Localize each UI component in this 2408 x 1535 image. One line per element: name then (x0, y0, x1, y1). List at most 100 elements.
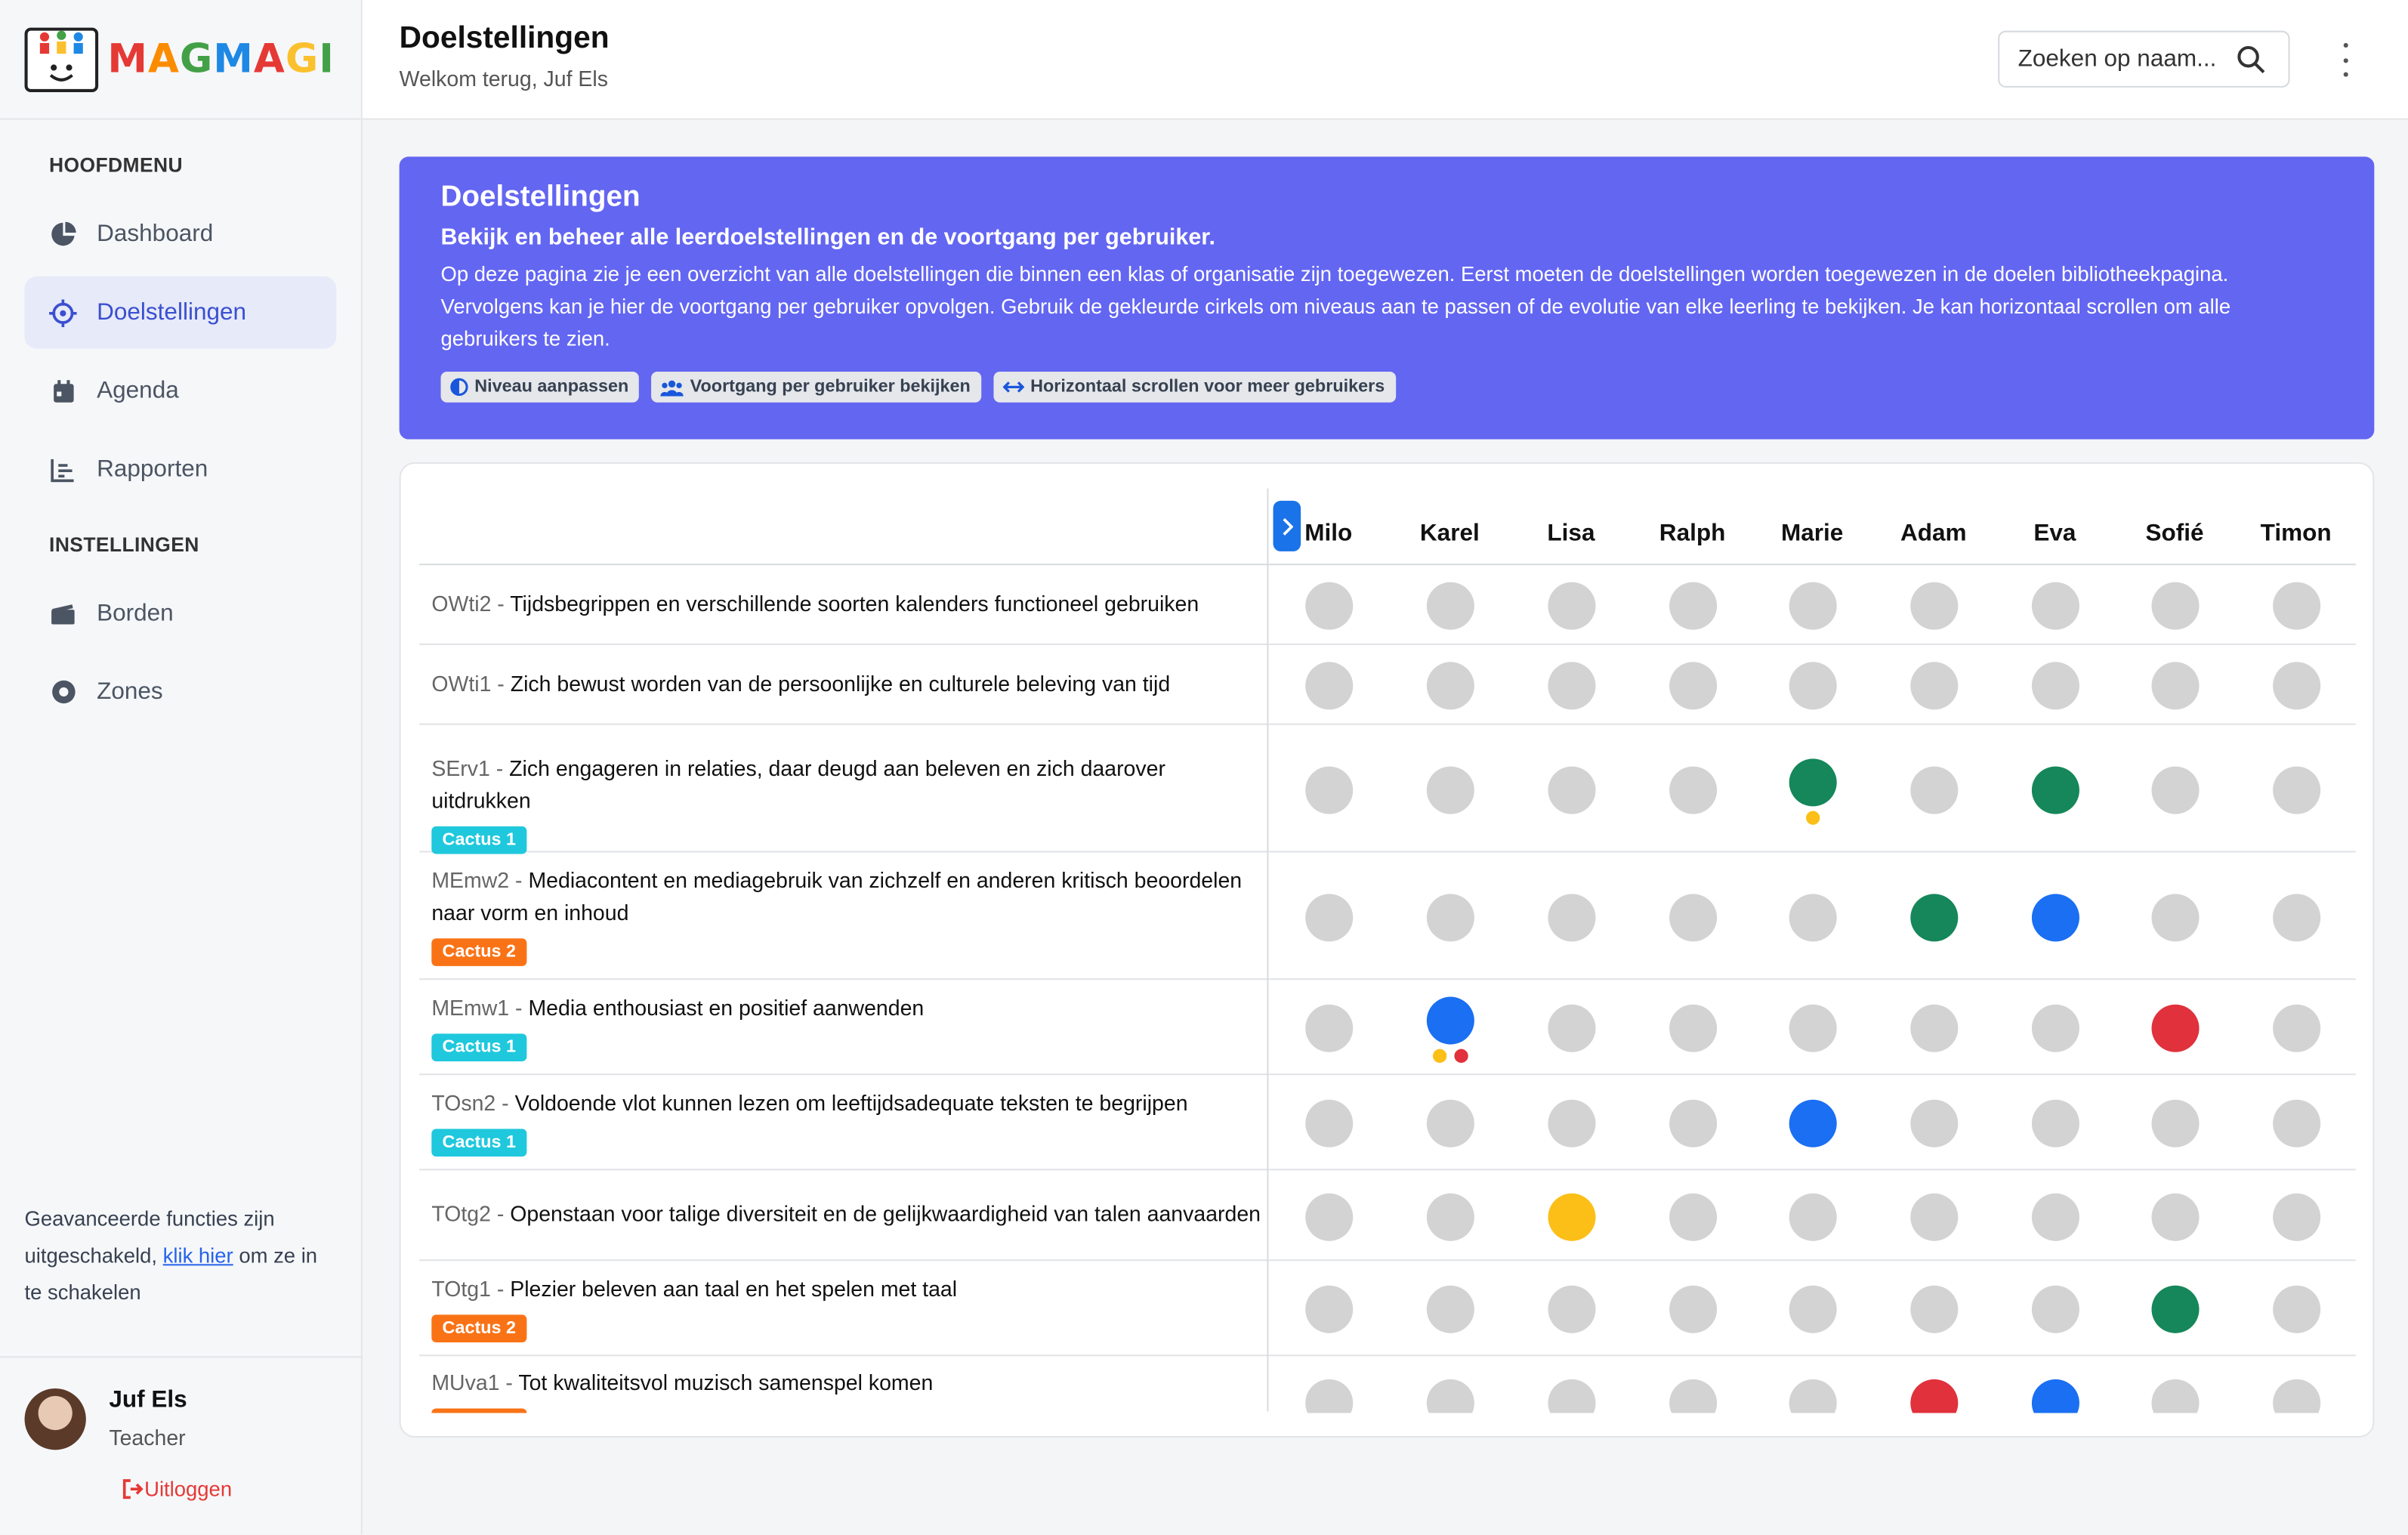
level-circle[interactable] (1788, 893, 1836, 941)
user-column-header[interactable]: Eva (2033, 520, 2076, 547)
level-circle[interactable] (1669, 765, 1717, 814)
level-circle[interactable] (2272, 1098, 2320, 1147)
goal-description[interactable]: MEmw2 - Mediacontent en mediagebruik van… (431, 865, 1261, 966)
level-circle[interactable] (1547, 765, 1595, 814)
level-circle[interactable] (1788, 1284, 1836, 1333)
user-column-header[interactable]: Ralph (1659, 520, 1726, 547)
user-column-header[interactable]: Sofié (2145, 520, 2204, 547)
level-circle[interactable] (1547, 1378, 1595, 1413)
level-circle[interactable] (2030, 1378, 2079, 1413)
goal-description[interactable]: TOsn2 - Voldoende vlot kunnen lezen om l… (431, 1088, 1261, 1157)
level-circle[interactable] (2150, 893, 2199, 941)
level-circle[interactable] (2150, 765, 2199, 814)
goal-description[interactable]: OWti2 - Tijdsbegrippen en verschillende … (431, 588, 1261, 621)
level-circle[interactable] (2272, 1378, 2320, 1413)
avatar[interactable] (24, 1388, 86, 1450)
user-column-header[interactable]: Timon (2260, 520, 2332, 547)
level-circle[interactable] (1909, 1098, 1958, 1147)
level-circle[interactable] (2150, 661, 2199, 709)
user-column-header[interactable]: Lisa (1547, 520, 1595, 547)
level-circle[interactable] (1669, 1192, 1717, 1240)
level-circle[interactable] (1788, 1098, 1836, 1147)
user-column-header[interactable]: Milo (1304, 520, 1353, 547)
level-circle[interactable] (1669, 1003, 1717, 1052)
goal-description[interactable]: MUva1 - Tot kwaliteitsvol muzisch samens… (431, 1367, 1261, 1413)
sidebar-item-zones[interactable]: Zones (25, 656, 337, 728)
level-circle[interactable] (2030, 765, 2079, 814)
level-circle[interactable] (1788, 1192, 1836, 1240)
level-circle[interactable] (1788, 1003, 1836, 1052)
level-circle[interactable] (2030, 581, 2079, 629)
sidebar-item-rapporten[interactable]: Rapporten (25, 433, 337, 505)
level-circle[interactable] (2030, 1192, 2079, 1240)
level-circle[interactable] (1788, 1378, 1836, 1413)
more-options-icon[interactable] (2338, 42, 2353, 77)
level-circle[interactable] (1304, 765, 1353, 814)
level-circle[interactable] (2150, 1284, 2199, 1333)
level-circle[interactable] (1788, 661, 1836, 709)
level-circle[interactable] (2272, 581, 2320, 629)
level-circle[interactable] (1547, 581, 1595, 629)
sidebar-item-agenda[interactable]: Agenda (25, 355, 337, 428)
level-circle[interactable] (2150, 1003, 2199, 1052)
level-circle[interactable] (1547, 1192, 1595, 1240)
level-circle[interactable] (1304, 581, 1353, 629)
level-circle[interactable] (1425, 1192, 1474, 1240)
level-circle[interactable] (1547, 1284, 1595, 1333)
level-circle[interactable] (1547, 1098, 1595, 1147)
goal-description[interactable]: SErv1 - Zich engageren in relaties, daar… (431, 752, 1261, 854)
level-circle[interactable] (1425, 1098, 1474, 1147)
level-circle[interactable] (1909, 1192, 1958, 1240)
level-circle[interactable] (1788, 581, 1836, 629)
level-circle[interactable] (1304, 661, 1353, 709)
level-circle[interactable] (1425, 1378, 1474, 1413)
level-circle[interactable] (1669, 1284, 1717, 1333)
level-circle[interactable] (1425, 765, 1474, 814)
level-circle[interactable] (1909, 581, 1958, 629)
level-circle[interactable] (1304, 1098, 1353, 1147)
level-circle[interactable] (1909, 661, 1958, 709)
level-circle[interactable] (1304, 893, 1353, 941)
level-circle[interactable] (2272, 661, 2320, 709)
level-circle[interactable] (1788, 758, 1836, 806)
level-circle[interactable] (1304, 1284, 1353, 1333)
user-column-header[interactable]: Adam (1900, 520, 1967, 547)
level-circle[interactable] (2272, 1284, 2320, 1333)
level-circle[interactable] (1669, 1098, 1717, 1147)
search-input[interactable]: Zoeken op naam... (1998, 30, 2290, 88)
level-circle[interactable] (1669, 661, 1717, 709)
level-circle[interactable] (1669, 893, 1717, 941)
goal-description[interactable]: TOtg2 - Openstaan voor talige diversitei… (431, 1198, 1261, 1231)
level-circle[interactable] (1425, 996, 1474, 1044)
level-circle[interactable] (2150, 1378, 2199, 1413)
collapse-toggle-button[interactable] (1273, 500, 1301, 551)
level-circle[interactable] (1425, 893, 1474, 941)
level-circle[interactable] (2030, 661, 2079, 709)
level-circle[interactable] (1909, 1003, 1958, 1052)
logo[interactable]: MAGMAGI (0, 0, 361, 120)
level-circle[interactable] (1909, 765, 1958, 814)
level-circle[interactable] (1909, 893, 1958, 941)
level-circle[interactable] (2030, 893, 2079, 941)
level-circle[interactable] (1547, 893, 1595, 941)
level-circle[interactable] (2272, 1192, 2320, 1240)
goal-description[interactable]: TOtg1 - Plezier beleven aan taal en het … (431, 1274, 1261, 1343)
level-circle[interactable] (1304, 1378, 1353, 1413)
level-circle[interactable] (2030, 1098, 2079, 1147)
level-circle[interactable] (2272, 893, 2320, 941)
sidebar-item-doelstellingen[interactable]: Doelstellingen (24, 276, 337, 349)
sidebar-item-dashboard[interactable]: Dashboard (25, 198, 337, 270)
level-circle[interactable] (1304, 1192, 1353, 1240)
goal-description[interactable]: OWti1 - Zich bewust worden van de persoo… (431, 668, 1261, 700)
user-column-header[interactable]: Karel (1419, 520, 1480, 547)
level-circle[interactable] (2150, 1098, 2199, 1147)
logout-button[interactable]: Uitloggen (122, 1478, 232, 1500)
level-circle[interactable] (2150, 581, 2199, 629)
level-circle[interactable] (1547, 1003, 1595, 1052)
level-circle[interactable] (2150, 1192, 2199, 1240)
level-circle[interactable] (1304, 1003, 1353, 1052)
enable-advanced-link[interactable]: klik hier (162, 1243, 233, 1268)
level-circle[interactable] (1669, 1378, 1717, 1413)
level-circle[interactable] (2030, 1003, 2079, 1052)
level-circle[interactable] (1909, 1284, 1958, 1333)
